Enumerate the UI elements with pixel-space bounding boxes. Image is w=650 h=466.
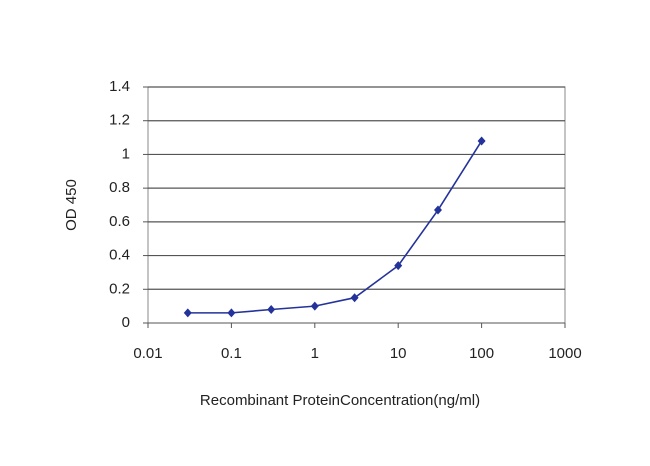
x-tick-label: 1000 bbox=[548, 345, 581, 362]
x-axis-label: Recombinant ProteinConcentration(ng/ml) bbox=[200, 392, 480, 409]
data-point bbox=[267, 305, 276, 315]
x-tick-label: 0.1 bbox=[221, 345, 242, 362]
y-tick-label: 0.4 bbox=[109, 247, 130, 264]
data-point bbox=[394, 261, 403, 271]
data-point bbox=[433, 205, 442, 215]
y-axis-label: OD 450 bbox=[63, 179, 80, 231]
y-tick-label: 0.6 bbox=[109, 213, 130, 230]
y-tick-label: 1.4 bbox=[109, 78, 130, 95]
data-point bbox=[183, 308, 192, 318]
data-line bbox=[187, 140, 483, 314]
data-point bbox=[350, 293, 359, 303]
y-tick-label: 1.2 bbox=[109, 112, 130, 129]
x-tick-label: 100 bbox=[469, 345, 494, 362]
y-tick-label: 0 bbox=[122, 314, 130, 331]
data-point bbox=[310, 301, 319, 311]
x-tick-label: 0.01 bbox=[133, 345, 162, 362]
data-point bbox=[477, 136, 486, 146]
y-tick-label: 0.8 bbox=[109, 179, 130, 196]
y-tick-label: 0.2 bbox=[109, 280, 130, 297]
x-tick-label: 1 bbox=[311, 345, 319, 362]
data-point bbox=[227, 308, 236, 318]
y-tick-label: 1 bbox=[122, 145, 130, 162]
plot-area bbox=[147, 86, 566, 324]
x-tick-label: 10 bbox=[390, 345, 407, 362]
